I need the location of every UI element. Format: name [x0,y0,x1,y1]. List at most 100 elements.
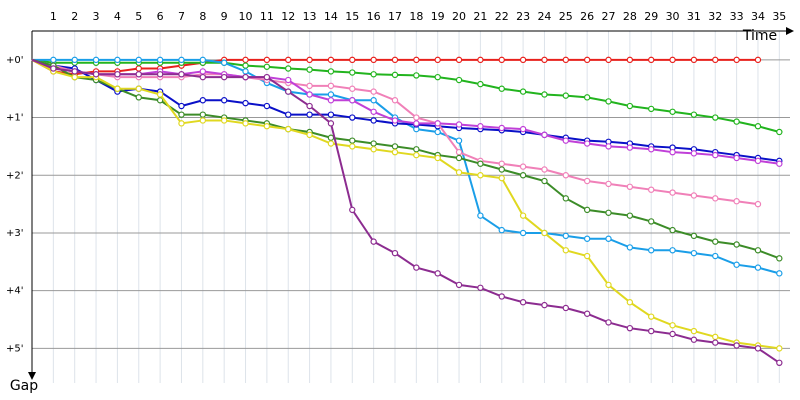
point [498,160,505,167]
point [263,102,271,110]
point [135,71,142,78]
x-tick-label: 11 [260,10,274,23]
point [455,281,463,289]
point [583,310,591,317]
point [712,339,719,346]
point [477,80,484,88]
x-tick-label: 27 [602,10,616,23]
point [327,140,335,147]
point [498,56,505,64]
point [50,56,57,64]
point [776,270,783,277]
x-tick-label: 10 [239,10,253,23]
point [583,140,591,147]
point [370,108,377,115]
x-tick-label: 5 [135,10,142,23]
x-tick-label: 6 [157,10,164,23]
point [605,180,612,188]
point [327,111,335,118]
point [562,247,570,254]
point [669,247,676,254]
point [498,226,505,234]
point [349,137,356,144]
point [712,333,719,341]
point [370,97,377,104]
point [178,56,185,64]
point [754,200,762,208]
point [178,120,185,127]
point [583,206,591,214]
x-tick-label: 3 [93,10,100,23]
x-tick-label: 4 [114,10,121,23]
point [114,56,121,64]
point [156,56,164,64]
point [583,235,591,242]
series-line [31,58,780,364]
point [413,151,420,159]
point [220,117,228,124]
point [242,120,249,127]
point [626,299,634,306]
point [434,154,441,162]
point [754,56,762,64]
x-tick-label: 22 [495,10,509,23]
point [92,71,100,78]
point [327,134,335,141]
point [391,148,399,156]
point [327,82,335,90]
point [733,118,740,125]
point [220,97,228,104]
point [562,195,570,202]
point [306,131,313,139]
point [648,327,655,335]
point [349,114,356,121]
point [285,65,292,72]
y-tick-label: +3' [6,228,24,239]
point [776,128,783,136]
point [370,117,377,124]
point [306,82,313,90]
point [327,56,335,64]
point [434,120,441,127]
point [626,212,634,219]
point [114,71,121,78]
point [712,114,719,121]
x-tick-label: 28 [623,10,637,23]
point [199,73,207,81]
point [263,123,271,130]
point [690,150,698,157]
point [712,151,719,159]
point [733,342,740,349]
point [135,65,142,72]
point [220,73,228,81]
point [605,143,612,150]
point [733,198,740,205]
x-tick-label: 7 [178,10,185,23]
point [306,91,313,98]
point [370,88,377,95]
point [327,97,335,104]
point [413,264,420,271]
point [733,56,740,64]
x-tick-label: 13 [303,10,317,23]
point [583,177,591,185]
point [519,88,527,95]
point [541,56,548,64]
x-tick-label: 16 [367,10,381,23]
point [669,226,676,234]
point [498,85,505,92]
point [498,166,505,173]
x-tick-label: 23 [516,10,530,23]
y-tick-label: +5' [6,343,24,354]
point [754,247,762,254]
point [541,229,548,237]
point [712,252,719,260]
point [306,56,313,64]
point [114,85,121,92]
point [626,324,634,332]
point [519,56,527,64]
point [455,56,463,64]
x-tick-label: 17 [388,10,402,23]
series-line [31,58,780,260]
